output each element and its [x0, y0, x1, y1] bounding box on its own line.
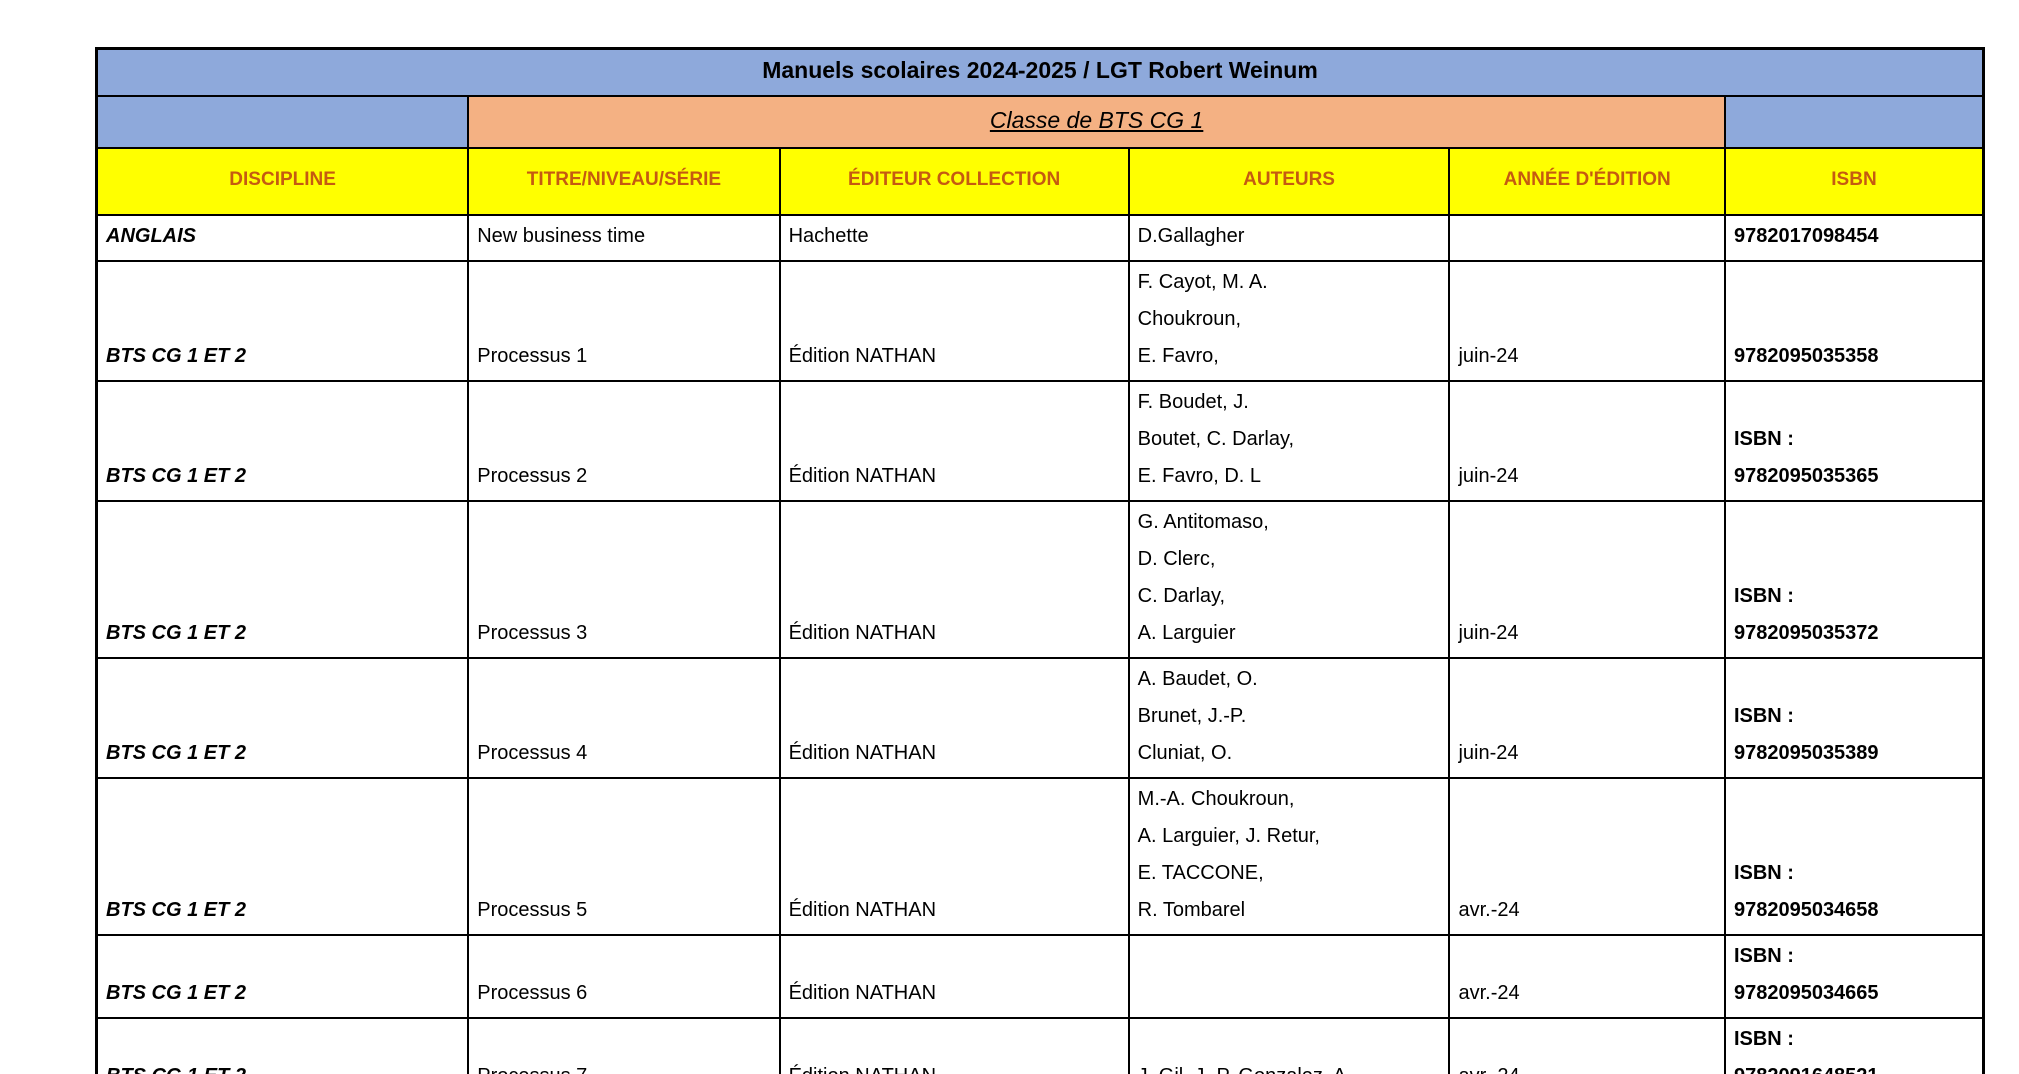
- cell-discipline: BTS CG 1 ET 2: [95, 380, 470, 502]
- cell-annee: avr.-24: [1448, 777, 1726, 936]
- table-row-processus-4: BTS CG 1 ET 2 Processus 4 Édition NATHAN…: [95, 657, 1985, 779]
- cell-discipline: BTS CG 1 ET 2: [95, 500, 470, 659]
- cell-titre: Processus 2: [467, 380, 781, 502]
- table-row-processus-3: BTS CG 1 ET 2 Processus 3 Édition NATHAN…: [95, 500, 1985, 659]
- table-row-processus-5: BTS CG 1 ET 2 Processus 5 Édition NATHAN…: [95, 777, 1985, 936]
- cell-isbn: 9782017098454: [1723, 214, 1985, 262]
- column-header-discipline: DISCIPLINE: [95, 147, 470, 216]
- cell-titre: Processus 1: [467, 260, 781, 382]
- table-row-anglais: ANGLAIS New business time Hachette D.Gal…: [95, 214, 1985, 262]
- table-row-processus-7: BTS CG 1 ET 2 Processus 7 Édition NATHAN…: [95, 1017, 1985, 1074]
- column-header-editeur: ÉDITEUR COLLECTION: [778, 147, 1130, 216]
- cell-editeur: Édition NATHAN: [778, 380, 1130, 502]
- cell-discipline: BTS CG 1 ET 2: [95, 777, 470, 936]
- title-row: Manuels scolaires 2024-2025 / LGT Robert…: [95, 47, 1985, 97]
- cell-discipline: BTS CG 1 ET 2: [95, 260, 470, 382]
- cell-auteurs: M.-A. Choukroun, A. Larguier, J. Retur, …: [1127, 777, 1451, 936]
- cell-auteurs: [1127, 934, 1451, 1019]
- cell-annee: juin-24: [1448, 500, 1726, 659]
- table-row-processus-2: BTS CG 1 ET 2 Processus 2 Édition NATHAN…: [95, 380, 1985, 502]
- cell-discipline: ANGLAIS: [95, 214, 470, 262]
- cell-isbn: ISBN : 9782095035365: [1723, 380, 1985, 502]
- cell-isbn: 9782095035358: [1723, 260, 1985, 382]
- cell-discipline: BTS CG 1 ET 2: [95, 657, 470, 779]
- cell-annee: avr.-24: [1448, 934, 1726, 1019]
- cell-discipline: BTS CG 1 ET 2: [95, 934, 470, 1019]
- table-row-processus-1: BTS CG 1 ET 2 Processus 1 Édition NATHAN…: [95, 260, 1985, 382]
- cell-titre: Processus 5: [467, 777, 781, 936]
- cell-annee: juin-24: [1448, 260, 1726, 382]
- column-header-annee: ANNÉE D'ÉDITION: [1448, 147, 1726, 216]
- cell-titre: New business time: [467, 214, 781, 262]
- subtitle-row: Classe de BTS CG 1: [95, 95, 1985, 149]
- cell-editeur: Hachette: [778, 214, 1130, 262]
- cell-annee: avr.-24: [1448, 1017, 1726, 1074]
- cell-editeur: Édition NATHAN: [778, 500, 1130, 659]
- cell-auteurs: J. Gil, J.-P. Gonzalez, A.: [1127, 1017, 1451, 1074]
- cell-auteurs: A. Baudet, O. Brunet, J.-P. Cluniat, O.: [1127, 657, 1451, 779]
- header-row: DISCIPLINE TITRE/NIVEAU/SÉRIE ÉDITEUR CO…: [95, 147, 1985, 216]
- cell-annee: juin-24: [1448, 657, 1726, 779]
- manuels-scolaires-table: Manuels scolaires 2024-2025 / LGT Robert…: [95, 47, 1985, 1074]
- cell-editeur: Édition NATHAN: [778, 657, 1130, 779]
- cell-auteurs: F. Cayot, M. A. Choukroun, E. Favro,: [1127, 260, 1451, 382]
- cell-isbn: ISBN : 9782095035372: [1723, 500, 1985, 659]
- cell-auteurs: F. Boudet, J. Boutet, C. Darlay, E. Favr…: [1127, 380, 1451, 502]
- cell-auteurs: D.Gallagher: [1127, 214, 1451, 262]
- subtitle-right-spacer: [1723, 95, 1985, 149]
- cell-editeur: Édition NATHAN: [778, 777, 1130, 936]
- cell-isbn: ISBN : 9782095034665: [1723, 934, 1985, 1019]
- table-row-processus-6: BTS CG 1 ET 2 Processus 6 Édition NATHAN…: [95, 934, 1985, 1019]
- cell-isbn: ISBN : 9782095034658: [1723, 777, 1985, 936]
- column-header-auteurs: AUTEURS: [1127, 147, 1451, 216]
- cell-titre: Processus 3: [467, 500, 781, 659]
- cell-isbn: ISBN : 9782091648521: [1723, 1017, 1985, 1074]
- cell-editeur: Édition NATHAN: [778, 260, 1130, 382]
- column-header-titre: TITRE/NIVEAU/SÉRIE: [467, 147, 781, 216]
- cell-annee: juin-24: [1448, 380, 1726, 502]
- class-subtitle: Classe de BTS CG 1: [989, 106, 1204, 133]
- cell-annee: [1448, 214, 1726, 262]
- class-subtitle-cell: Classe de BTS CG 1: [467, 95, 1726, 149]
- cell-editeur: Édition NATHAN: [778, 1017, 1130, 1074]
- cell-editeur: Édition NATHAN: [778, 934, 1130, 1019]
- cell-titre: Processus 7: [467, 1017, 781, 1074]
- subtitle-left-spacer: [95, 95, 470, 149]
- cell-auteurs: G. Antitomaso, D. Clerc, C. Darlay, A. L…: [1127, 500, 1451, 659]
- page-title: Manuels scolaires 2024-2025 / LGT Robert…: [95, 47, 1985, 97]
- cell-discipline: BTS CG 1 ET 2: [95, 1017, 470, 1074]
- cell-titre: Processus 4: [467, 657, 781, 779]
- column-header-isbn: ISBN: [1723, 147, 1985, 216]
- cell-isbn: ISBN : 9782095035389: [1723, 657, 1985, 779]
- cell-titre: Processus 6: [467, 934, 781, 1019]
